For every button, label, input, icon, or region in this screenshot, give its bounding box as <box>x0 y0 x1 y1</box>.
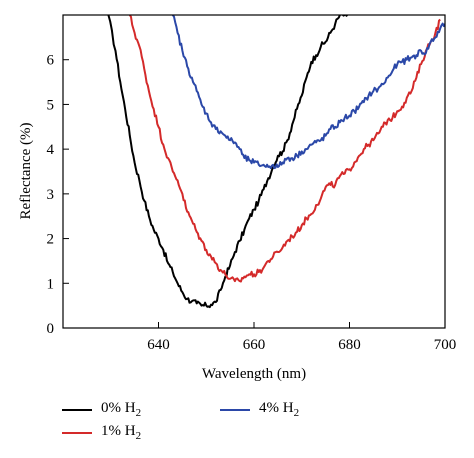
series-layer <box>107 15 445 309</box>
x-axis: 640 660 680 700 <box>147 322 456 353</box>
series-line-1-h2 <box>128 15 441 283</box>
y-tick-label-5: 5 <box>47 97 55 113</box>
y-tick-label-1: 1 <box>47 276 55 292</box>
x-tick-label-660: 660 <box>243 337 266 353</box>
x-tick-label-680: 680 <box>338 337 361 353</box>
y-tick-label-3: 3 <box>47 187 55 203</box>
y-tick-label-6: 6 <box>47 53 55 69</box>
plot-frame <box>62 14 446 329</box>
x-axis-title: Wavelength (nm) <box>202 366 306 382</box>
y-tick-label-4: 4 <box>47 142 55 158</box>
y-axis-title: Reflectance (%) <box>18 122 34 219</box>
x-tick-label-700: 700 <box>434 337 457 353</box>
x-tick-label-640: 640 <box>147 337 170 353</box>
y-axis: 0 1 2 3 4 5 6 <box>47 53 69 337</box>
series-line-4-h2 <box>171 15 445 170</box>
series-line-0-h2 <box>107 15 348 309</box>
y-tick-label-2: 2 <box>47 232 55 248</box>
y-tick-label-0: 0 <box>47 321 55 337</box>
